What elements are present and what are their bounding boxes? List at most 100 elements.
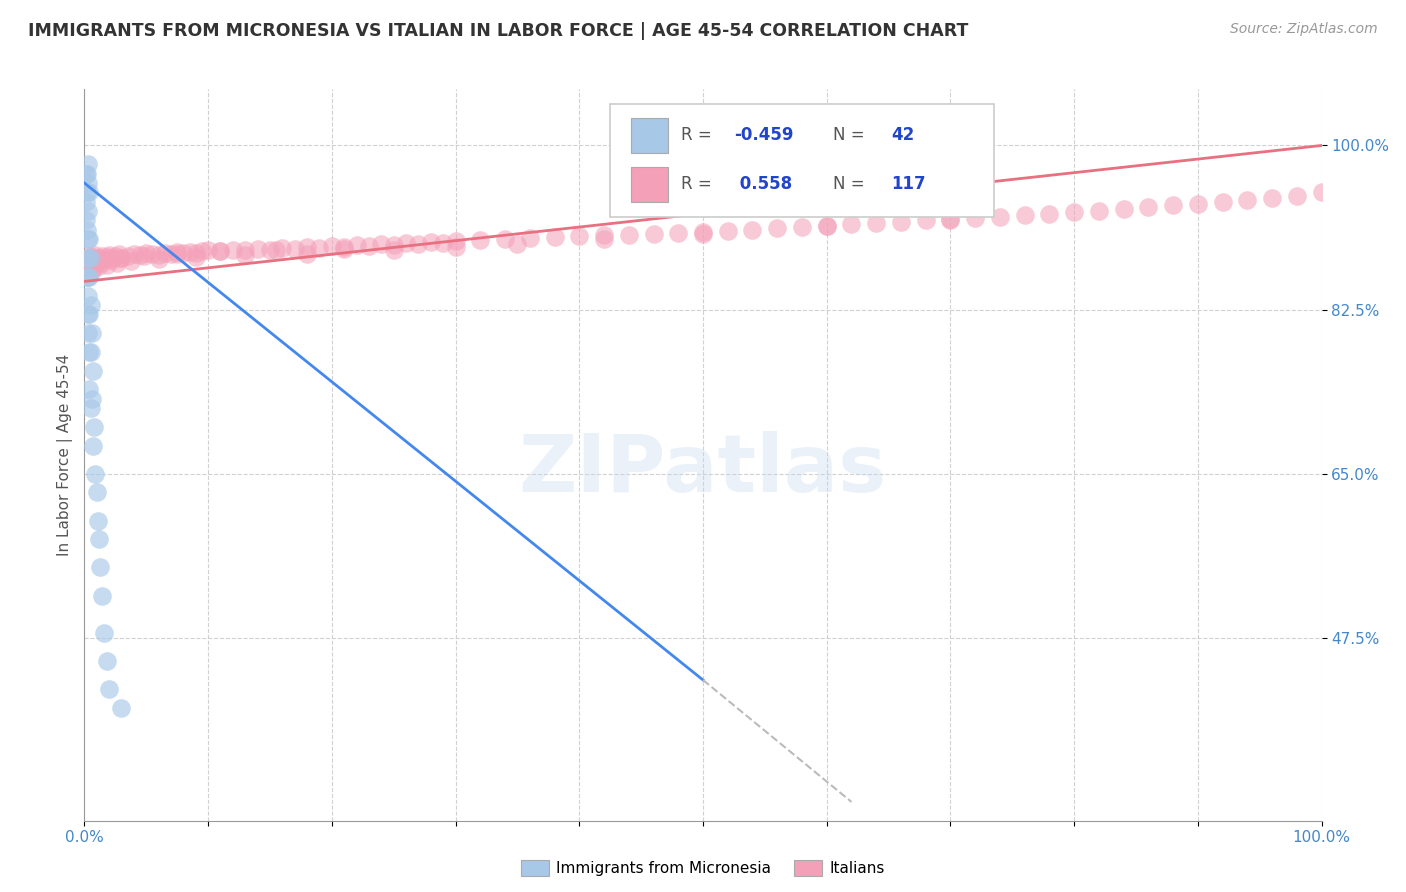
Point [308, 241, 330, 255]
Point [741, 223, 763, 237]
Point [91, 254, 114, 268]
Point [790, 220, 813, 235]
Point [382, 238, 405, 252]
Point [75, 167, 97, 181]
Point [96, 654, 118, 668]
Point [382, 244, 405, 258]
Point [76, 186, 98, 200]
Point [209, 244, 232, 259]
Point [153, 246, 176, 260]
Point [395, 235, 418, 250]
Bar [631, 118, 668, 153]
Text: 42: 42 [891, 127, 914, 145]
Point [79, 249, 101, 263]
Point [76, 167, 98, 181]
Point [79, 382, 101, 396]
Y-axis label: In Labor Force | Age 45-54: In Labor Force | Age 45-54 [58, 354, 73, 556]
Text: Source: ZipAtlas.com: Source: ZipAtlas.com [1230, 22, 1378, 37]
Point [89, 533, 111, 547]
Point [93, 252, 115, 266]
Point [271, 241, 294, 255]
Point [98, 682, 121, 697]
Point [617, 227, 640, 242]
Point [90, 589, 112, 603]
Point [841, 217, 863, 231]
Point [432, 235, 454, 250]
Point [79, 254, 101, 268]
Point [543, 230, 565, 244]
Point [98, 248, 121, 262]
Point [100, 251, 122, 265]
Point [93, 626, 115, 640]
Point [77, 260, 100, 275]
Point [815, 219, 838, 233]
Point [80, 392, 103, 406]
Point [79, 298, 101, 312]
Point [166, 245, 188, 260]
Point [1112, 202, 1135, 217]
Point [96, 258, 118, 272]
Point [79, 259, 101, 273]
Point [79, 251, 101, 265]
Text: R =: R = [681, 127, 717, 145]
Point [444, 240, 467, 254]
Point [815, 219, 838, 233]
Point [105, 255, 128, 269]
Text: -0.459: -0.459 [734, 127, 793, 145]
Point [568, 229, 591, 244]
Point [79, 186, 101, 200]
Point [79, 307, 101, 321]
Point [76, 251, 98, 265]
Point [104, 249, 127, 263]
Point [506, 236, 529, 251]
Point [79, 232, 101, 246]
Text: 0.558: 0.558 [734, 176, 792, 194]
Point [321, 239, 343, 253]
Point [1212, 194, 1234, 209]
Point [148, 252, 170, 266]
Point [692, 225, 714, 239]
Point [79, 401, 101, 415]
Point [89, 260, 111, 274]
Point [1187, 196, 1209, 211]
Point [82, 257, 104, 271]
Point [80, 252, 103, 266]
Point [890, 215, 912, 229]
Point [408, 236, 430, 251]
Point [86, 252, 108, 267]
Point [79, 344, 101, 359]
Point [160, 247, 183, 261]
Point [222, 243, 245, 257]
Point [76, 269, 98, 284]
Point [87, 514, 110, 528]
Point [1161, 198, 1184, 212]
Point [79, 269, 101, 284]
Point [84, 248, 107, 262]
Point [939, 211, 962, 226]
Point [83, 253, 105, 268]
Point [233, 248, 256, 262]
Point [122, 247, 145, 261]
Point [89, 251, 111, 265]
Point [86, 485, 108, 500]
Point [419, 235, 441, 249]
Point [77, 176, 100, 190]
Point [346, 238, 368, 252]
Point [82, 438, 104, 452]
Text: N =: N = [832, 127, 870, 145]
Text: R =: R = [681, 176, 717, 194]
Point [209, 244, 232, 259]
Point [1088, 204, 1111, 219]
Point [166, 247, 188, 261]
Text: IMMIGRANTS FROM MICRONESIA VS ITALIAN IN LABOR FORCE | AGE 45-54 CORRELATION CHA: IMMIGRANTS FROM MICRONESIA VS ITALIAN IN… [28, 22, 969, 40]
Text: N =: N = [832, 176, 870, 194]
Point [717, 224, 740, 238]
Point [197, 244, 219, 258]
Point [692, 227, 714, 241]
Point [593, 228, 616, 243]
Point [90, 249, 112, 263]
Point [172, 246, 194, 260]
Point [246, 242, 269, 256]
Point [295, 240, 318, 254]
Point [1137, 200, 1160, 214]
